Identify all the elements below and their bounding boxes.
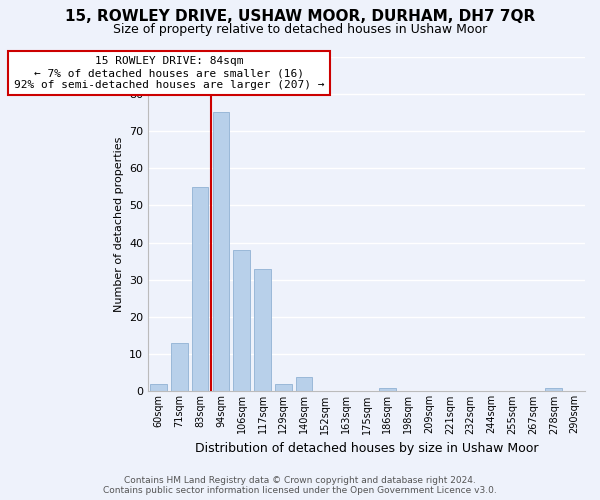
Text: Size of property relative to detached houses in Ushaw Moor: Size of property relative to detached ho…: [113, 22, 487, 36]
Bar: [233, 250, 250, 392]
Bar: [275, 384, 292, 392]
Text: 15, ROWLEY DRIVE, USHAW MOOR, DURHAM, DH7 7QR: 15, ROWLEY DRIVE, USHAW MOOR, DURHAM, DH…: [65, 9, 535, 24]
Bar: [212, 112, 229, 392]
Bar: [150, 384, 167, 392]
Bar: [192, 186, 208, 392]
Bar: [379, 388, 395, 392]
Bar: [545, 388, 562, 392]
Text: 15 ROWLEY DRIVE: 84sqm
← 7% of detached houses are smaller (16)
92% of semi-deta: 15 ROWLEY DRIVE: 84sqm ← 7% of detached …: [14, 56, 324, 90]
Bar: [171, 343, 188, 392]
Bar: [296, 376, 313, 392]
X-axis label: Distribution of detached houses by size in Ushaw Moor: Distribution of detached houses by size …: [195, 442, 538, 455]
Text: Contains HM Land Registry data © Crown copyright and database right 2024.
Contai: Contains HM Land Registry data © Crown c…: [103, 476, 497, 495]
Y-axis label: Number of detached properties: Number of detached properties: [113, 136, 124, 312]
Bar: [254, 268, 271, 392]
